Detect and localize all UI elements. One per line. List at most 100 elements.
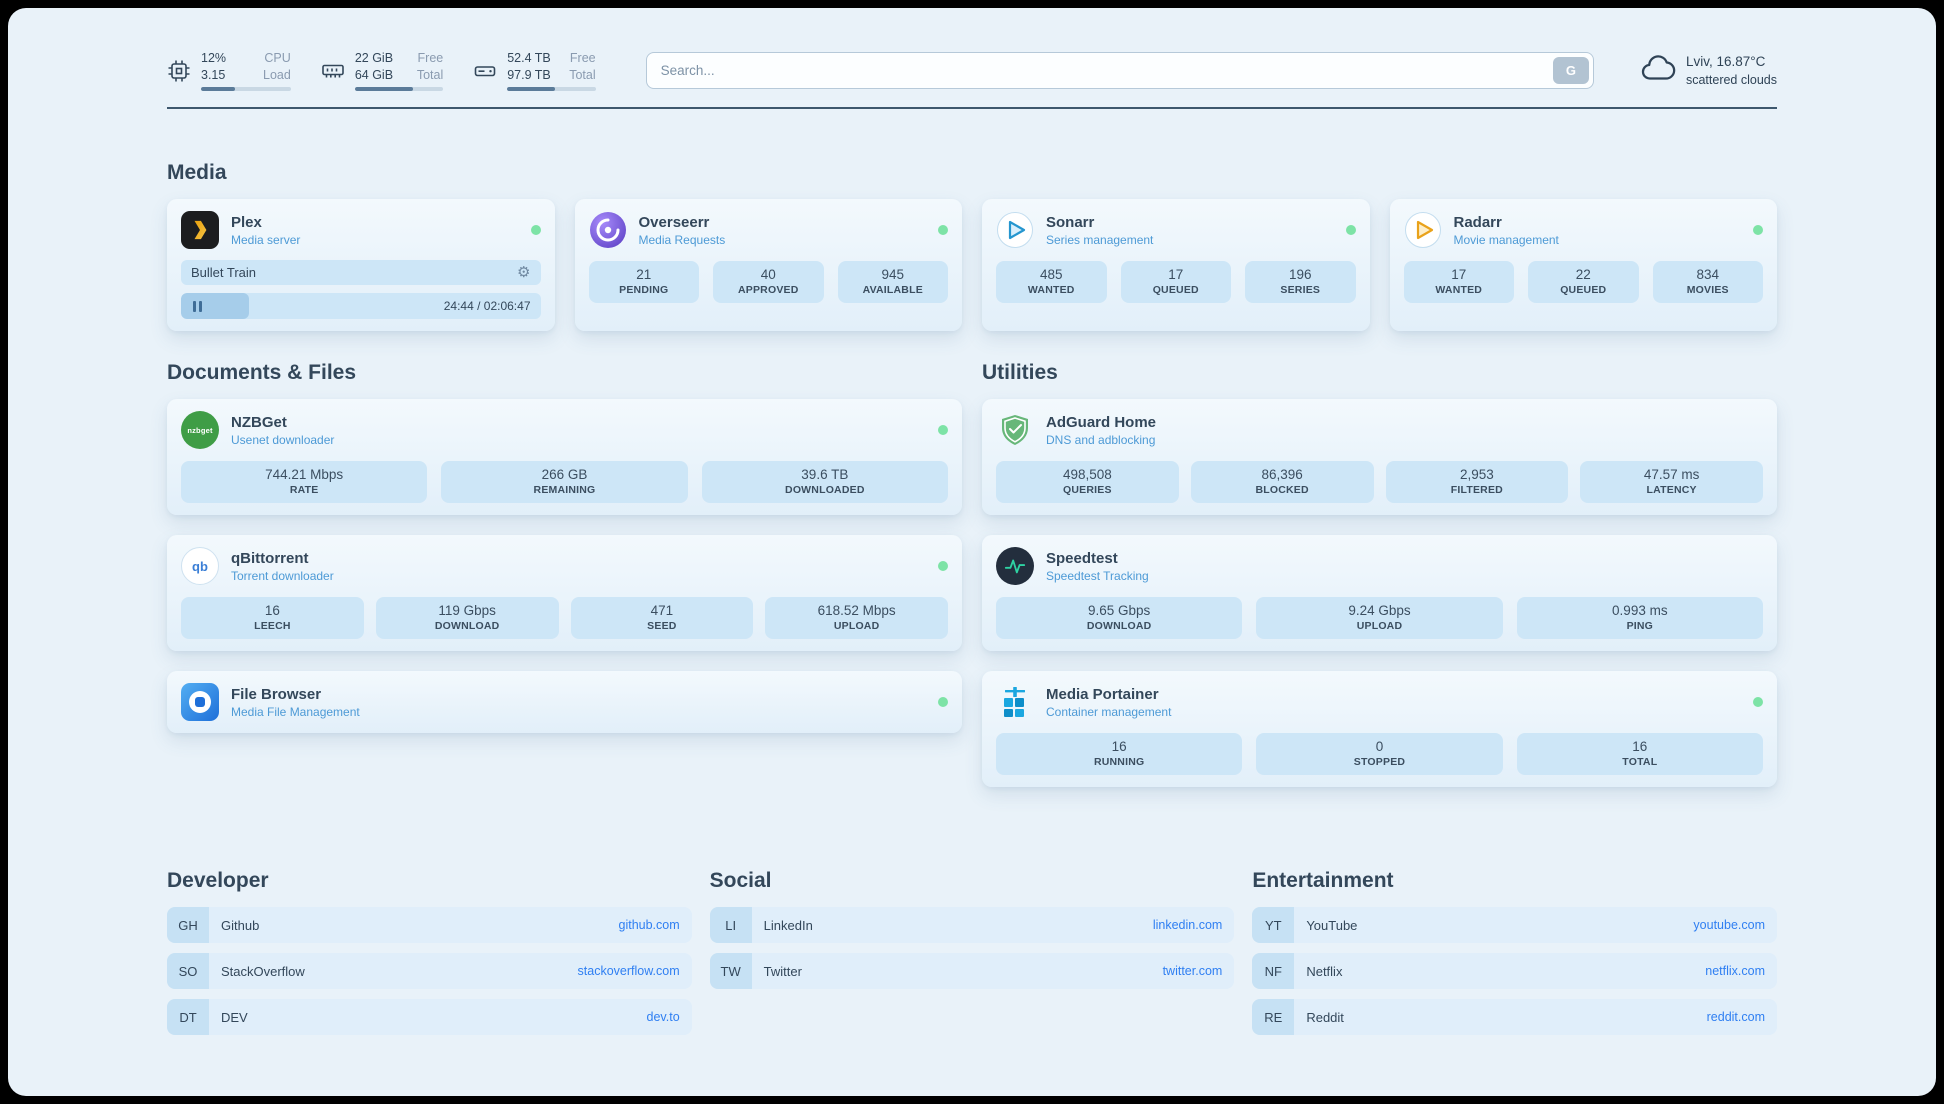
search-provider-button[interactable]: G <box>1552 57 1589 84</box>
memory-widget: 22 GiB Free 64 GiB Total <box>321 50 444 91</box>
plex-card: Plex Media server Bullet Train ⚙ 24:44 /… <box>167 199 555 331</box>
bookmark-link[interactable]: netflix.com <box>1705 964 1765 978</box>
memory-total-label: Total <box>416 67 444 82</box>
filebrowser-name[interactable]: File Browser <box>231 685 322 703</box>
overseerr-subtitle: Media Requests <box>638 232 726 247</box>
portainer-name[interactable]: Media Portainer <box>1046 685 1159 703</box>
memory-total-value: 64 GiB <box>354 67 394 82</box>
dashboard-page: 12% CPU 3.15 Load <box>8 8 1936 1096</box>
disk-free-label: Free <box>569 51 596 66</box>
memory-free-label: Free <box>417 51 444 66</box>
cloud-icon <box>1640 50 1676 91</box>
adguard-stat-latency: 47.57 ms LATENCY <box>1580 461 1763 503</box>
bookmark-link[interactable]: youtube.com <box>1693 918 1765 932</box>
bookmarks-section: Developer GH Github github.com SO StackO… <box>167 869 1777 1045</box>
nzbget-stat-downloaded: 39.6 TB DOWNLOADED <box>701 461 948 503</box>
section-documents: Documents & Files nzbget NZBGet Usenet d… <box>167 361 962 807</box>
nzbget-stat-rate: 744.21 Mbps RATE <box>181 461 428 503</box>
qbittorrent-name[interactable]: qBittorrent <box>231 549 309 567</box>
portainer-icon[interactable] <box>996 683 1034 721</box>
bookmark-reddit[interactable]: RE Reddit reddit.com <box>1252 999 1777 1035</box>
section-utilities: Utilities AdGuard Home <box>982 361 1777 807</box>
speedtest-stat-ping: 0.993 ms PING <box>1516 597 1763 639</box>
bookmark-group-title: Developer <box>167 869 269 892</box>
speedtest-stat-download: 9.65 Gbps DOWNLOAD <box>996 597 1243 639</box>
bookmark-link[interactable]: linkedin.com <box>1152 918 1223 932</box>
bookmark-link[interactable]: dev.to <box>646 1010 680 1024</box>
bookmark-stackoverflow[interactable]: SO StackOverflow stackoverflow.com <box>167 953 692 989</box>
bookmark-dev[interactable]: DT DEV dev.to <box>167 999 692 1035</box>
nzbget-subtitle: Usenet downloader <box>231 432 335 447</box>
radarr-stat-wanted: 17 WANTED <box>1403 261 1514 303</box>
bookmark-abbr: SO <box>167 953 209 989</box>
bookmark-link[interactable]: twitter.com <box>1162 964 1223 978</box>
sonarr-icon[interactable] <box>996 211 1034 249</box>
qbittorrent-icon[interactable]: qb <box>181 547 219 585</box>
radarr-icon[interactable] <box>1404 211 1442 249</box>
bookmark-github[interactable]: GH Github github.com <box>167 907 692 943</box>
weather-widget: Lviv, 16.87°C scattered clouds <box>1640 50 1777 91</box>
sonarr-stat-series: 196 SERIES <box>1245 261 1356 303</box>
overseerr-stat-pending: 21 PENDING <box>588 261 699 303</box>
cpu-load-value: 3.15 <box>201 67 226 82</box>
plex-icon[interactable] <box>181 211 219 249</box>
header-divider <box>167 107 1777 109</box>
bookmark-link[interactable]: stackoverflow.com <box>577 964 680 978</box>
adguard-card: AdGuard Home DNS and adblocking 498,508 Q… <box>982 399 1777 515</box>
radarr-name[interactable]: Radarr <box>1453 213 1502 231</box>
cpu-widget: 12% CPU 3.15 Load <box>167 50 291 91</box>
weather-location: Lviv, 16.87°C <box>1685 53 1766 69</box>
bookmark-name: Reddit <box>1306 1009 1344 1025</box>
nzbget-card: nzbget NZBGet Usenet downloader 744.21 M… <box>167 399 962 515</box>
bookmark-name: LinkedIn <box>763 917 813 933</box>
overseerr-stat-approved: 40 APPROVED <box>713 261 824 303</box>
overseerr-icon[interactable] <box>589 211 627 249</box>
plex-playback-bar: 24:44 / 02:06:47 <box>181 293 541 319</box>
top-bar: 12% CPU 3.15 Load <box>167 50 1777 91</box>
radarr-subtitle: Movie management <box>1453 232 1559 247</box>
speedtest-name[interactable]: Speedtest <box>1046 549 1118 567</box>
bookmark-netflix[interactable]: NF Netflix netflix.com <box>1252 953 1777 989</box>
nzbget-icon[interactable]: nzbget <box>181 411 219 449</box>
bookmark-link[interactable]: reddit.com <box>1706 1010 1765 1024</box>
plex-name[interactable]: Plex <box>231 213 262 231</box>
adguard-stat-queries: 498,508 QUERIES <box>996 461 1179 503</box>
qbittorrent-stat-download: 119 Gbps DOWNLOAD <box>375 597 559 639</box>
bookmark-link[interactable]: github.com <box>618 918 680 932</box>
filebrowser-card: File Browser Media File Management <box>167 671 962 733</box>
qbittorrent-card: qb qBittorrent Torrent downloader 16 LEEC… <box>167 535 962 651</box>
bookmark-abbr: RE <box>1252 999 1295 1035</box>
memory-free-value: 22 GiB <box>354 51 394 66</box>
sonarr-name[interactable]: Sonarr <box>1046 213 1095 231</box>
speedtest-icon[interactable] <box>996 547 1034 585</box>
speedtest-subtitle: Speedtest Tracking <box>1046 568 1149 583</box>
adguard-icon[interactable] <box>996 411 1034 449</box>
speedtest-stat-upload: 9.24 Gbps UPLOAD <box>1256 597 1503 639</box>
plex-played-fill <box>181 293 250 319</box>
bookmark-name: Netflix <box>1306 963 1343 979</box>
portainer-status-dot <box>1753 697 1763 707</box>
nzbget-name[interactable]: NZBGet <box>231 413 287 431</box>
disk-icon <box>473 59 497 83</box>
search-input[interactable] <box>645 52 1594 89</box>
adguard-name[interactable]: AdGuard Home <box>1046 413 1157 431</box>
bookmark-linkedin[interactable]: LI LinkedIn linkedin.com <box>709 907 1235 943</box>
filebrowser-icon[interactable] <box>181 683 219 721</box>
bookmark-group-developer: Developer GH Github github.com SO StackO… <box>167 869 692 1045</box>
gear-icon[interactable]: ⚙ <box>517 264 531 281</box>
portainer-card: Media Portainer Container management 16 R… <box>982 671 1777 787</box>
disk-progress-bar <box>507 86 596 91</box>
bookmark-name: Github <box>221 917 260 933</box>
radarr-stat-movies: 834 MOVIES <box>1652 261 1763 303</box>
qbittorrent-subtitle: Torrent downloader <box>231 568 334 583</box>
portainer-subtitle: Container management <box>1046 704 1172 719</box>
bookmark-youtube[interactable]: YT YouTube youtube.com <box>1252 907 1777 943</box>
plex-subtitle: Media server <box>231 232 301 247</box>
pause-icon[interactable] <box>181 300 213 312</box>
memory-progress-bar <box>354 86 444 91</box>
radarr-card: Radarr Movie management 17 WANTED 22 QUEUE… <box>1389 199 1777 331</box>
overseerr-name[interactable]: Overseerr <box>638 213 710 231</box>
bookmark-abbr: TW <box>709 953 752 989</box>
bookmark-twitter[interactable]: TW Twitter twitter.com <box>709 953 1235 989</box>
cpu-usage-value: 12% <box>201 51 227 66</box>
